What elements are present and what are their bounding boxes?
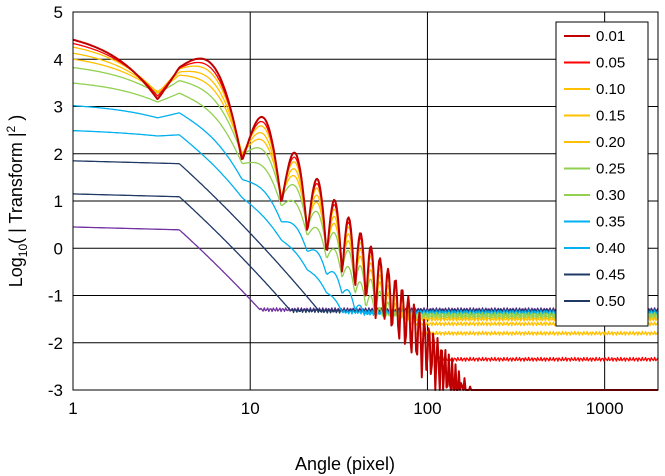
x-tick-label: 1000 [586,399,624,418]
legend-label: 0.01 [596,28,625,45]
x-axis-title: Angle (pixel) [295,454,395,474]
plot-frame [72,11,659,391]
y-tick-label: -1 [48,287,63,306]
y-tick-label: 1 [54,192,63,211]
legend-label: 0.50 [596,293,625,310]
legend-label: 0.15 [596,108,625,125]
y-tick-label: 0 [54,239,63,258]
y-axis-title-main: Log [6,257,26,287]
y-tick-label: 5 [54,3,63,22]
y-tick-label: 2 [54,145,63,164]
x-tick-label: 1 [68,399,77,418]
y-axis-title-rest: ( | Transform | [6,132,26,243]
y-axis-title-subscript: 10 [16,244,30,258]
legend-label: 0.35 [596,214,625,231]
legend: 0.01 0.05 0.10 0.15 0.20 0.25 0.30 0.35 0.40 0.45… [555,21,649,327]
y-axis-title-superscript: 2 [4,125,18,132]
y-axis-title-end: ) [6,115,26,126]
y-tick-label: 3 [54,98,63,117]
y-tick-label: -2 [48,334,63,353]
x-tick-label: 100 [413,399,441,418]
legend-label: 0.40 [596,240,625,257]
legend-label: 0.45 [596,267,625,284]
y-tick-label: 4 [54,50,63,69]
legend-label: 0.05 [596,55,625,72]
y-axis-title: Log10( | Transform |2 ) [4,115,30,287]
legend-label: 0.20 [596,134,625,151]
x-tick-label: 10 [241,399,260,418]
tick-labels: 1 10 100 1000 -3 -2 -1 0 1 2 3 4 5 [48,3,624,418]
legend-label: 0.10 [596,81,625,98]
legend-label: 0.30 [596,187,625,204]
y-tick-label: -3 [48,381,63,400]
legend-label: 0.25 [596,161,625,178]
